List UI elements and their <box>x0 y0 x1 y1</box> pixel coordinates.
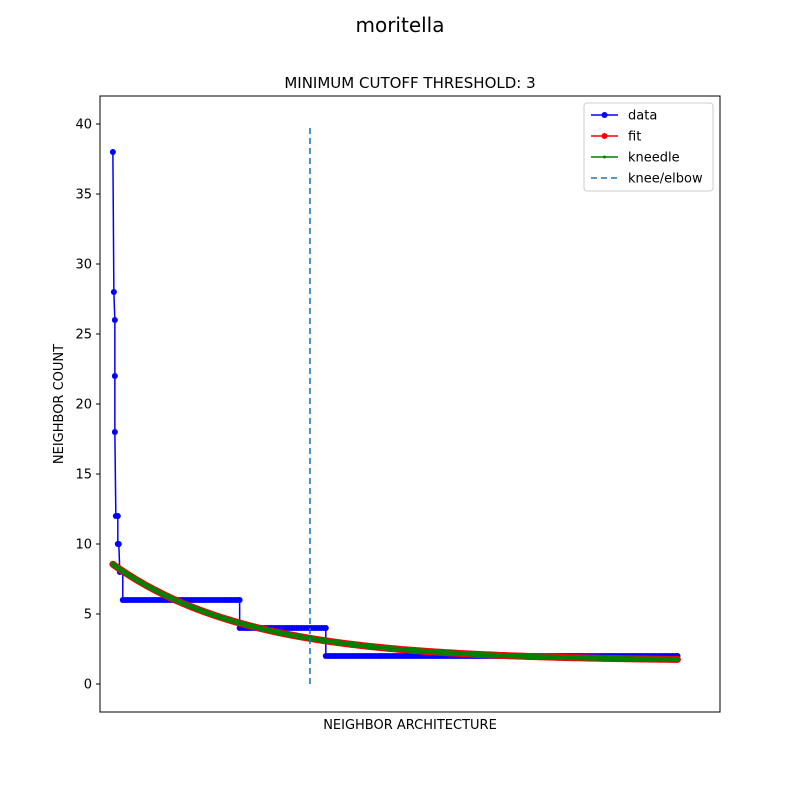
y-tick-label: 20 <box>75 398 92 413</box>
data-point <box>236 597 243 603</box>
y-tick-label: 35 <box>75 188 92 203</box>
legend-entry: fit <box>591 130 641 145</box>
y-axis-label: NEIGHBOR COUNT <box>52 344 67 464</box>
data-point <box>115 541 122 547</box>
legend-entry: knee/elbow <box>591 172 703 187</box>
kneedle-curve <box>110 561 680 662</box>
data-point <box>111 373 118 379</box>
data-point <box>110 289 117 295</box>
data-markers <box>109 149 681 659</box>
legend-entry: kneedle <box>591 151 680 166</box>
y-tick-label: 30 <box>75 258 92 273</box>
data-point <box>111 317 118 323</box>
data-point <box>109 149 116 155</box>
y-tick-label: 5 <box>84 608 92 623</box>
legend-marker <box>601 112 608 118</box>
data-point <box>322 625 329 631</box>
legend-label: kneedle <box>628 151 680 166</box>
legend: data fit kneedle knee/elbow <box>583 102 714 192</box>
y-tick-label: 25 <box>75 328 92 343</box>
y-axis: 0 5 10 15 20 25 30 35 40 <box>75 118 100 693</box>
legend-marker <box>601 133 608 139</box>
legend-entry: data <box>591 109 657 124</box>
legend-marker <box>603 155 606 159</box>
y-tick-label: 0 <box>84 678 92 693</box>
series-data <box>109 149 681 659</box>
chart-suptitle: moritella <box>355 13 444 37</box>
plot-area <box>109 124 681 684</box>
legend-label: data <box>628 109 657 124</box>
data-point <box>111 429 118 435</box>
chart-title: MINIMUM CUTOFF THRESHOLD: 3 <box>284 74 535 92</box>
legend-label: fit <box>628 130 641 145</box>
legend-box <box>583 102 714 192</box>
legend-label: knee/elbow <box>628 172 703 187</box>
series-kneedle <box>110 561 680 662</box>
y-tick-label: 10 <box>75 538 92 553</box>
y-tick-label: 15 <box>75 468 92 483</box>
data-point <box>114 513 121 519</box>
x-axis-label: NEIGHBOR ARCHITECTURE <box>323 718 497 733</box>
y-tick-label: 40 <box>75 118 92 133</box>
data-line <box>112 151 678 657</box>
